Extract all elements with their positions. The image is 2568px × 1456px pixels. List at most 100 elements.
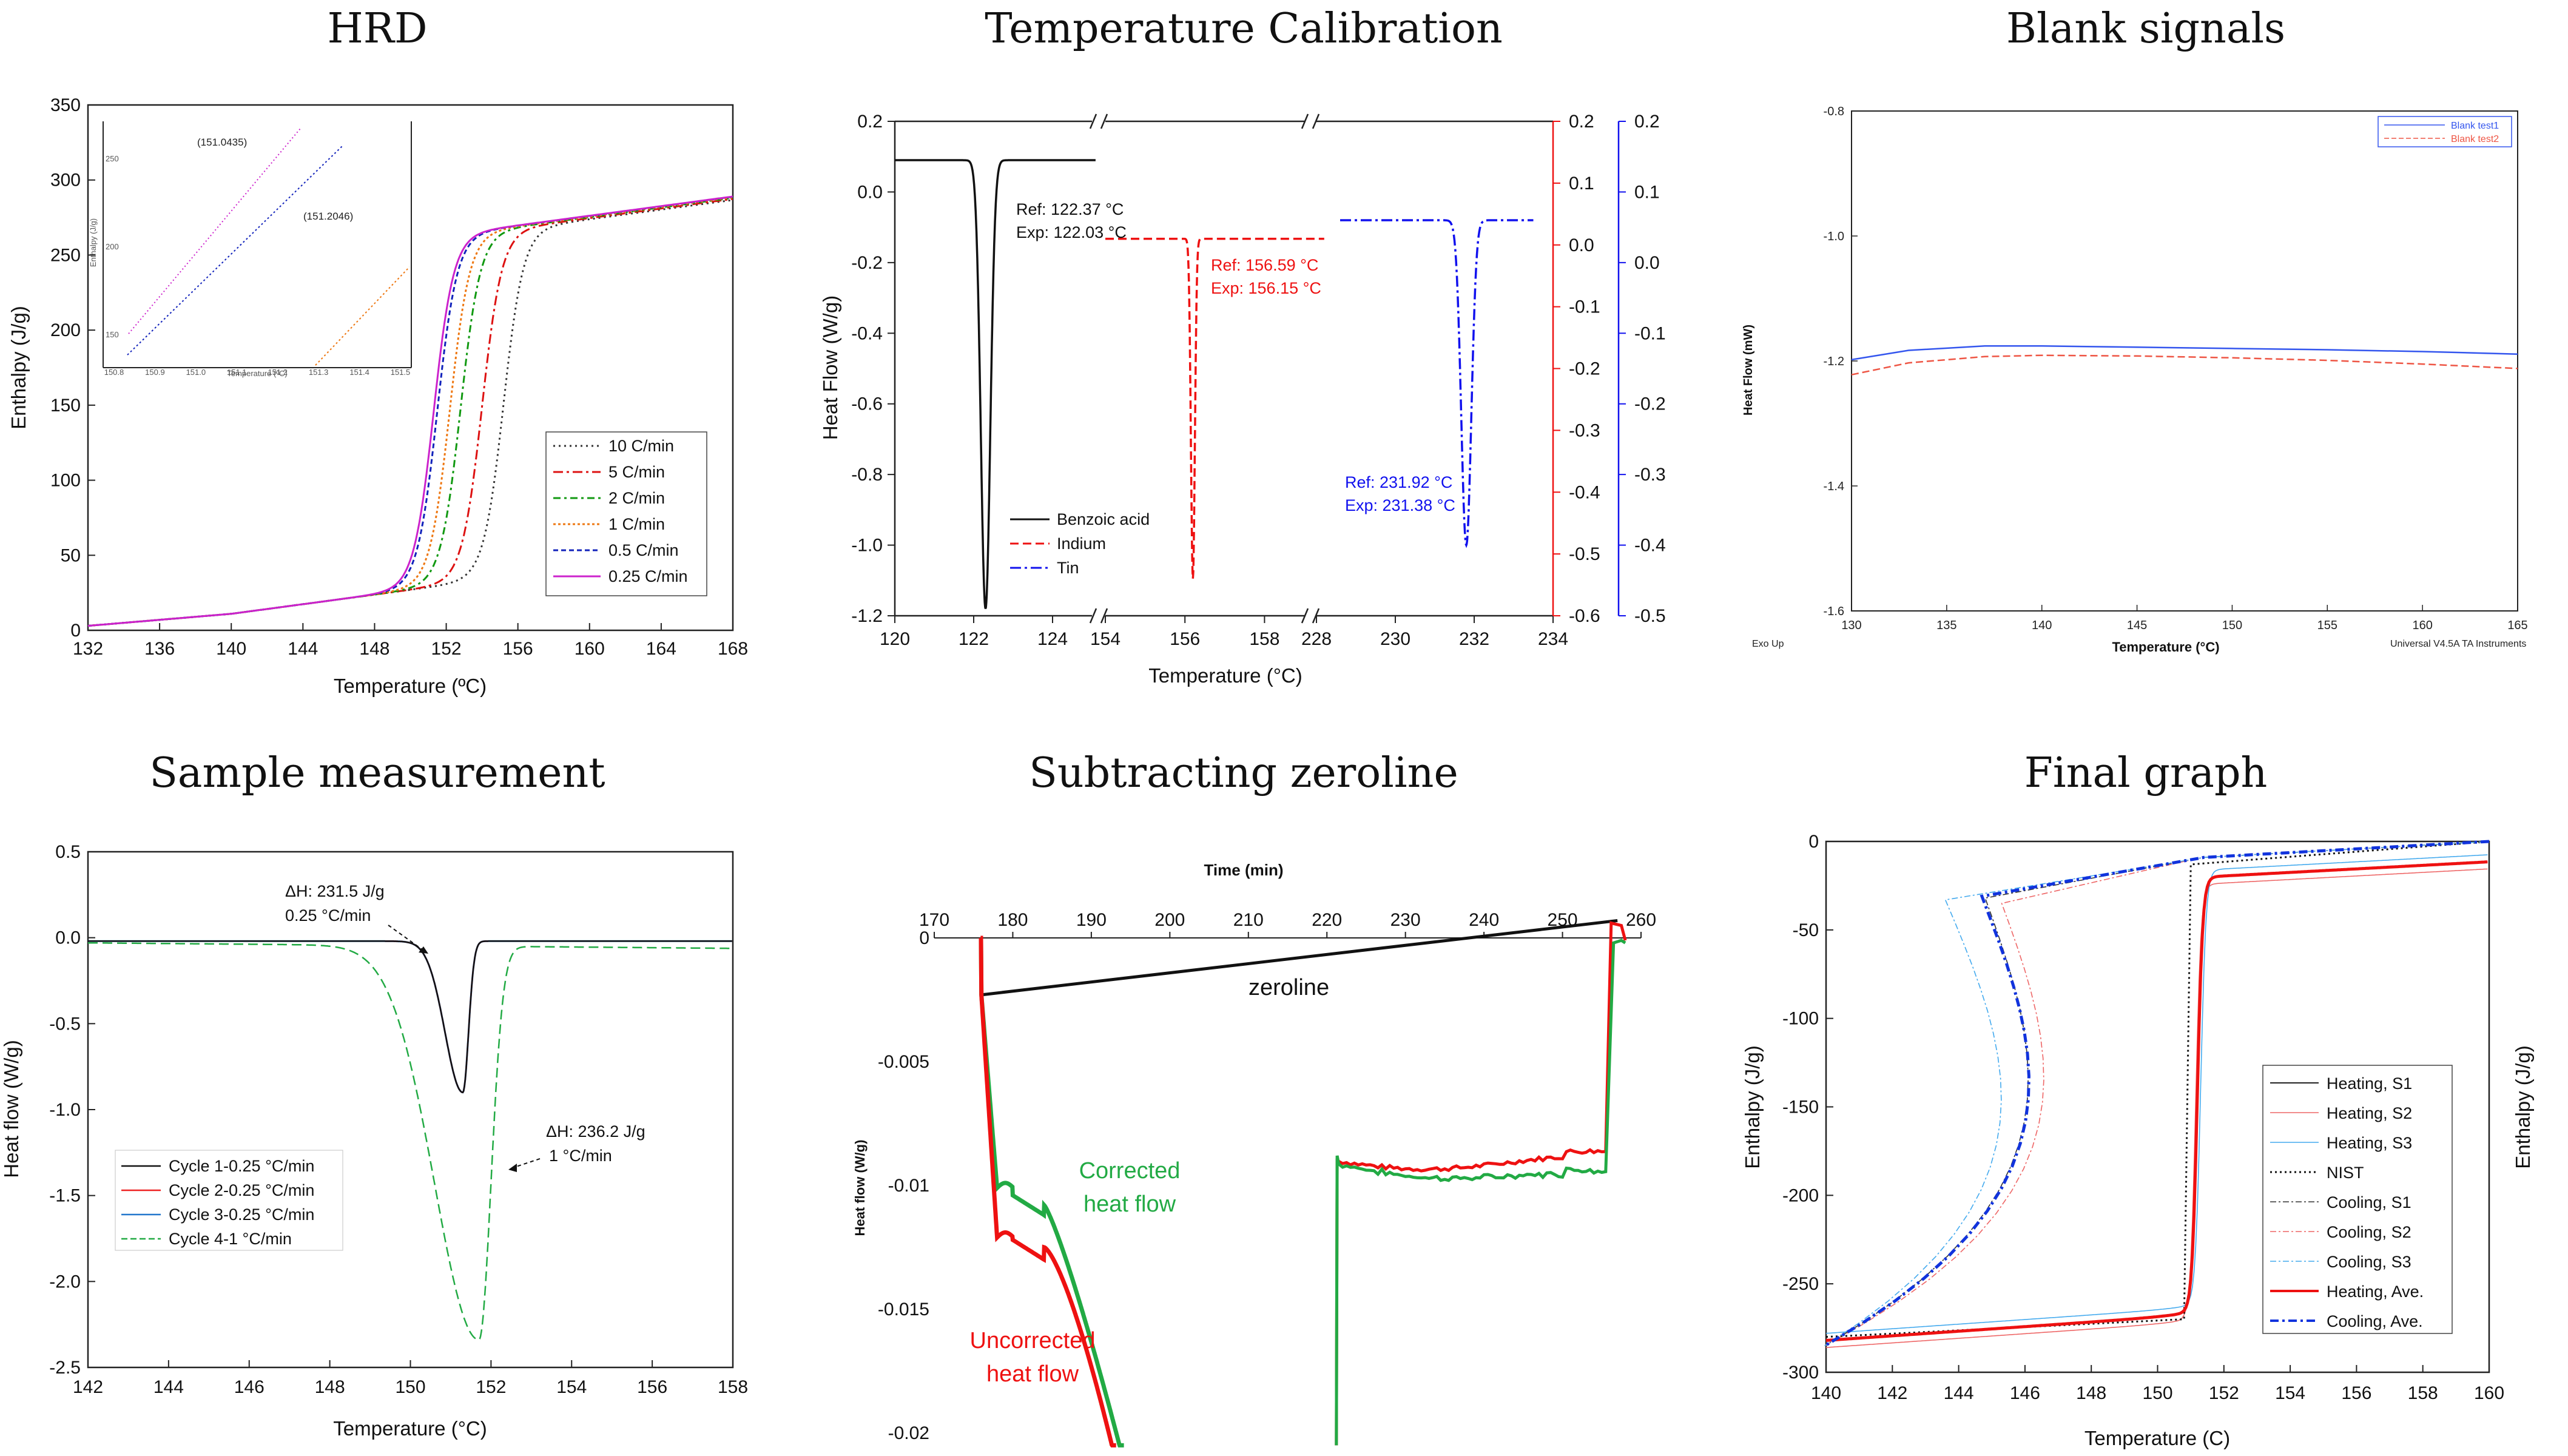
sample-legend-label-2: Cycle 3-0.25 °C/min (169, 1205, 314, 1224)
final-legend-label-8: Cooling, Ave. (2327, 1312, 2423, 1330)
zeroline-x-tick-label: 260 (1626, 910, 1656, 930)
final-y-tick-label: -100 (1782, 1009, 1819, 1029)
temp-cal-series-line-0 (895, 159, 1096, 609)
zeroline-y-tick-label: -0.02 (888, 1423, 929, 1443)
sample-measurement-y-axis-label: Heat flow (W/g) (0, 1040, 22, 1178)
hrd-inset-x-tick-label: 151.5 (391, 368, 411, 377)
zeroline-x-tick-label: 200 (1154, 910, 1185, 930)
sample-measurement-legend: Cycle 1-0.25 °C/min Cycle 2-0.25 °C/min Cy… (115, 1150, 343, 1251)
temp-cal-axis-break (1100, 113, 1108, 129)
hrd-legend-label-1: 5 C/min (608, 463, 665, 481)
sample-measurement-x-axis-label: Temperature (°C) (333, 1417, 487, 1440)
blank-series-line-0 (1851, 345, 2518, 361)
hrd-inset-line-2 (315, 266, 410, 366)
hrd-inset-x-tick-label: 151.4 (349, 368, 369, 377)
corrected-label-line2: heat flow (1083, 1191, 1176, 1217)
temp-cal-x-tick-label: 228 (1301, 629, 1332, 649)
hrd-inset-y-tick-label: 150 (106, 330, 119, 339)
sample-y-tick-label: -2.0 (49, 1272, 81, 1292)
hrd-series-line-1 (87, 198, 733, 627)
sample-y-tick-label: -1.5 (49, 1186, 81, 1206)
final-x-tick-label: 148 (2076, 1383, 2106, 1403)
temp-cal-red-tick-label: 0.1 (1569, 174, 1594, 194)
temp-cal-legend-label-2: Tin (1057, 559, 1079, 577)
zeroline-x-tick-label: 240 (1469, 910, 1499, 930)
hrd-x-tick-label: 144 (288, 639, 318, 659)
final-legend-label-0: Heating, S1 (2327, 1074, 2412, 1093)
sample-x-tick-label: 152 (476, 1377, 506, 1397)
dh-annotation-2-arrow (512, 1158, 541, 1168)
final-y-tick-label: -250 (1782, 1274, 1819, 1294)
final-legend-label-7: Heating, Ave. (2327, 1282, 2424, 1301)
temp-cal-y-tick-label: -0.6 (851, 394, 883, 414)
sample-series-line-0 (88, 940, 732, 1094)
final-x-tick-label: 158 (2408, 1383, 2438, 1403)
corrected-label-line1: Corrected (1079, 1158, 1181, 1184)
temp-cal-y-tick-label: -1.0 (851, 536, 883, 556)
uncorrected-label-line1: Uncorrected (970, 1328, 1096, 1353)
benzoic-ref-label: Ref: 122.37 °C (1016, 200, 1124, 218)
zeroline-label: zeroline (1249, 975, 1329, 1000)
final-legend-label-4: Cooling, S1 (2327, 1193, 2411, 1212)
sample-x-tick-label: 142 (73, 1377, 103, 1397)
final-y-tick-label: 0 (1808, 832, 1819, 852)
temp-cal-y-tick-label: -0.8 (851, 465, 883, 485)
sample-x-tick-label: 154 (556, 1377, 587, 1397)
blank-signals-footer-left: Exo Up (1752, 639, 1784, 649)
final-x-tick-label: 156 (2341, 1383, 2371, 1403)
temp-calibration-x-axis-label: Temperature (°C) (1148, 664, 1302, 687)
blank-y-tick-label: -1.4 (1824, 480, 1844, 493)
sample-legend-label-1: Cycle 2-0.25 °C/min (169, 1181, 314, 1199)
indium-ref-label: Ref: 156.59 °C (1211, 256, 1318, 274)
blank-x-tick-label: 130 (1841, 619, 1861, 632)
final-series-line-2 (1825, 854, 2488, 1334)
temp-cal-blue-tick-label: 0.0 (1634, 253, 1660, 273)
temp-cal-red-tick-label: -0.3 (1569, 420, 1600, 440)
temp-cal-axis-break (1089, 608, 1097, 624)
panel-title-temp-calibration: Temperature Calibration (985, 5, 1503, 53)
hrd-inset-y-tick-label: 200 (106, 242, 119, 251)
temp-cal-y-tick-label: 0.0 (857, 182, 883, 202)
blank-legend-label-1: Blank test2 (2451, 134, 2499, 144)
sample-x-tick-label: 156 (637, 1377, 667, 1397)
hrd-y-tick-label: 350 (50, 95, 81, 115)
sample-series-line-3 (88, 942, 732, 1341)
sample-y-tick-label: -2.5 (49, 1358, 81, 1378)
final-x-tick-label: 140 (1811, 1383, 1841, 1403)
hrd-inset-y-tick-label: 250 (106, 154, 119, 163)
temp-cal-blue-tick-label: 0.2 (1634, 112, 1660, 132)
final-x-tick-label: 160 (2474, 1383, 2504, 1403)
zeroline-y-tick-label: -0.005 (878, 1052, 929, 1072)
sample-x-tick-label: 146 (234, 1377, 265, 1397)
hrd-inset-annotation-1: (151.0435) (197, 136, 247, 148)
temp-cal-y-tick-label: 0.2 (857, 112, 883, 132)
sample-x-tick-label: 150 (395, 1377, 425, 1397)
hrd-x-tick-label: 164 (646, 639, 676, 659)
hrd-legend: 10 C/min 5 C/min 2 C/min 1 C/min 0.5 C/min 0.… (545, 431, 707, 596)
hrd-legend-label-0: 10 C/min (608, 437, 674, 455)
hrd-y-tick-label: 0 (70, 621, 81, 641)
zeroline-series-line-1b (1335, 921, 1627, 1446)
zeroline-x-tick-label: 180 (997, 910, 1028, 930)
temp-cal-red-tick-label: -0.5 (1569, 544, 1600, 564)
blank-series-line-1 (1851, 354, 2518, 376)
temp-cal-y-tick-label: -0.2 (851, 253, 883, 273)
sample-legend-label-0: Cycle 1-0.25 °C/min (169, 1157, 314, 1175)
hrd-x-axis-label: Temperature (ºC) (334, 675, 487, 697)
hrd-legend-label-2: 2 C/min (608, 489, 665, 507)
final-x-tick-label: 154 (2275, 1383, 2305, 1403)
hrd-chart: 132 136 140 144 148 152 156 160 164 168 0 50 100 150 2… (7, 95, 748, 697)
temp-cal-series-line-2 (1340, 219, 1534, 548)
blank-x-tick-label: 150 (2222, 619, 2242, 632)
zeroline-x-tick-label: 230 (1390, 910, 1421, 930)
tin-exp-label: Exp: 231.38 °C (1345, 496, 1455, 514)
final-x-tick-label: 152 (2209, 1383, 2239, 1403)
dh-annotation-1-line2: 0.25 °C/min (285, 906, 371, 925)
panel-title-final-graph: Final graph (2024, 749, 2268, 797)
hrd-inset-x-tick-label: 150.8 (104, 368, 124, 377)
dh-annotation-2-line1: ΔH: 236.2 J/g (546, 1122, 645, 1141)
final-graph-y-axis-label: Enthalpy (J/g) (1741, 1045, 1764, 1169)
hrd-y-tick-label: 250 (50, 245, 81, 265)
hrd-inset-x-tick-label: 151.3 (309, 368, 329, 377)
